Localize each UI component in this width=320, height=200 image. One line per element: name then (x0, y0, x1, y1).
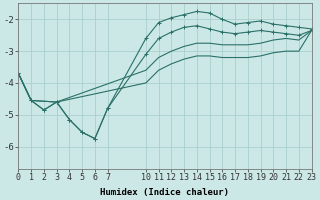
X-axis label: Humidex (Indice chaleur): Humidex (Indice chaleur) (100, 188, 229, 197)
